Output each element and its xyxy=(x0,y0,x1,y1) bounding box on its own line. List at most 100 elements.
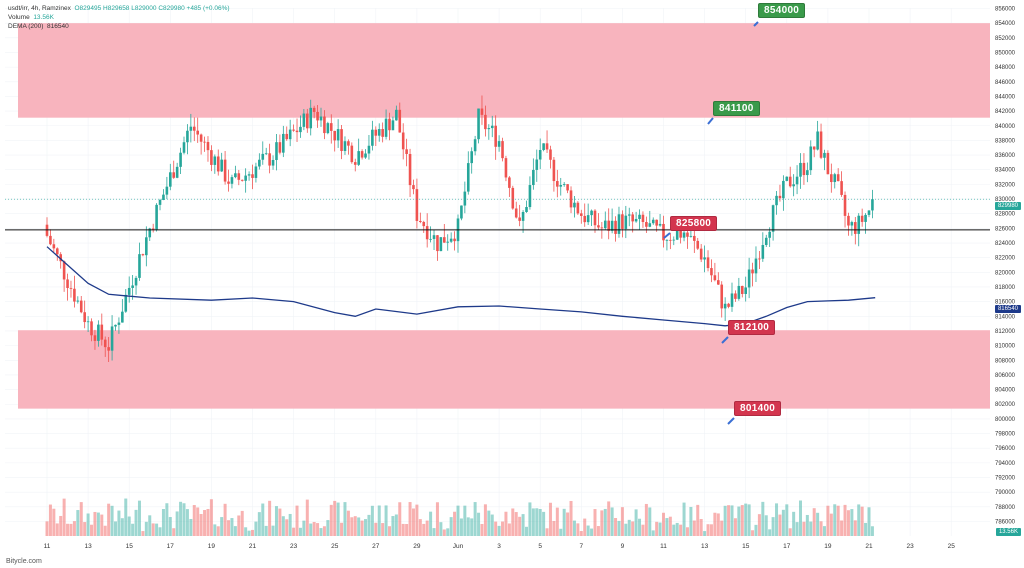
candle-body xyxy=(175,166,179,178)
y-tick-label: 840000 xyxy=(995,124,1016,130)
candle-body xyxy=(377,129,381,136)
volume-bar xyxy=(870,526,874,536)
price-axis[interactable]: 856000 854000 852000 850000 848000 846000 8440… xyxy=(995,7,1016,526)
candle-body xyxy=(357,151,360,165)
volume-bar xyxy=(521,514,525,536)
candle-body xyxy=(836,174,840,182)
volume-bar xyxy=(699,519,703,536)
volume-bar xyxy=(442,529,446,536)
volume-bar xyxy=(576,523,580,536)
volume-bar xyxy=(120,518,124,536)
candle-body xyxy=(816,131,819,150)
volume-bar xyxy=(268,500,272,536)
y-tick-label: 820000 xyxy=(995,270,1016,276)
candle-body xyxy=(556,181,559,187)
x-tick-label: 27 xyxy=(372,543,380,550)
x-tick-label: 17 xyxy=(783,543,791,550)
volume-bar xyxy=(227,520,231,536)
candle-body xyxy=(295,130,299,133)
volume-bar xyxy=(648,507,652,536)
candle-body xyxy=(521,212,525,221)
volume-bar xyxy=(771,517,775,536)
volume-bar xyxy=(483,504,487,536)
volume-bar xyxy=(336,502,340,536)
candle-body xyxy=(624,215,628,229)
volume-bar xyxy=(449,517,453,536)
volume-bar xyxy=(405,523,409,536)
candle-body xyxy=(580,213,583,216)
candle-body xyxy=(79,300,83,313)
volume-bar xyxy=(757,514,761,536)
candle-body xyxy=(172,172,176,178)
volume-bar xyxy=(754,524,758,536)
candle-body xyxy=(590,210,593,216)
volume-bar xyxy=(203,510,207,536)
candle-body xyxy=(367,145,371,154)
volume-bar xyxy=(723,505,727,536)
candle-body xyxy=(162,194,165,200)
volume-bar xyxy=(350,517,354,536)
candle-body xyxy=(258,159,261,167)
candle-body xyxy=(309,107,313,129)
candle-body xyxy=(535,159,539,170)
x-tick-label: 15 xyxy=(742,543,750,550)
x-tick-label: 23 xyxy=(906,543,914,550)
candle-body xyxy=(576,202,580,214)
volume-bar xyxy=(117,510,121,536)
volume-bar xyxy=(196,507,200,536)
candle-body xyxy=(802,162,806,176)
candle-body xyxy=(254,166,258,178)
candle-body xyxy=(189,126,193,131)
candle-body xyxy=(593,210,597,226)
candle-body xyxy=(73,288,76,302)
volume-bar xyxy=(418,519,422,536)
volume-bar xyxy=(285,519,289,536)
volume-bar xyxy=(607,501,611,536)
dema-value: 816540 xyxy=(47,23,69,30)
candle-body xyxy=(237,173,241,180)
volume-bar xyxy=(388,526,391,536)
x-tick-label: 25 xyxy=(331,543,339,550)
candle-body xyxy=(326,123,330,134)
candle-body xyxy=(124,294,128,312)
candle-body xyxy=(788,176,792,187)
candle-body xyxy=(288,129,292,140)
y-tick-label: 790000 xyxy=(995,490,1016,496)
volume-bar xyxy=(511,508,515,536)
volume-bar xyxy=(631,521,635,536)
volume-bar xyxy=(857,504,861,536)
candle-body xyxy=(155,204,158,230)
candle-body xyxy=(66,279,69,288)
volume-bar xyxy=(846,510,850,536)
candle-body xyxy=(823,152,826,158)
volume-bar xyxy=(435,502,439,536)
candle-body xyxy=(850,222,854,226)
candle-body xyxy=(552,159,556,182)
candle-body xyxy=(312,107,316,112)
volume-bar xyxy=(840,520,844,536)
candle-body xyxy=(717,280,720,285)
candle-body xyxy=(299,126,302,133)
y-tick-label: 804000 xyxy=(995,388,1016,394)
volume-bar xyxy=(161,509,165,536)
candle-body xyxy=(562,184,566,186)
candle-body xyxy=(686,232,689,237)
volume-bar xyxy=(298,527,302,536)
volume-bar xyxy=(165,503,169,536)
volume-bar xyxy=(473,502,477,536)
candle-body xyxy=(134,277,138,286)
volume-bar xyxy=(545,528,549,536)
candle-body xyxy=(538,150,542,160)
volume-bar xyxy=(583,518,587,536)
candle-body xyxy=(480,108,484,115)
x-tick-label: 11 xyxy=(660,543,667,550)
volume-bar xyxy=(357,517,361,536)
candle-body xyxy=(114,324,117,327)
candle-body xyxy=(706,257,710,269)
time-axis[interactable]: 11 13 15 17 19 21 23 25 27 29 Jun 3 5 7 9 11 13 15 17 19 21 2… xyxy=(44,543,956,550)
volume-bar xyxy=(319,528,323,536)
volume-bar xyxy=(552,520,556,536)
volume-bar xyxy=(237,515,241,536)
candle-body xyxy=(460,205,463,219)
